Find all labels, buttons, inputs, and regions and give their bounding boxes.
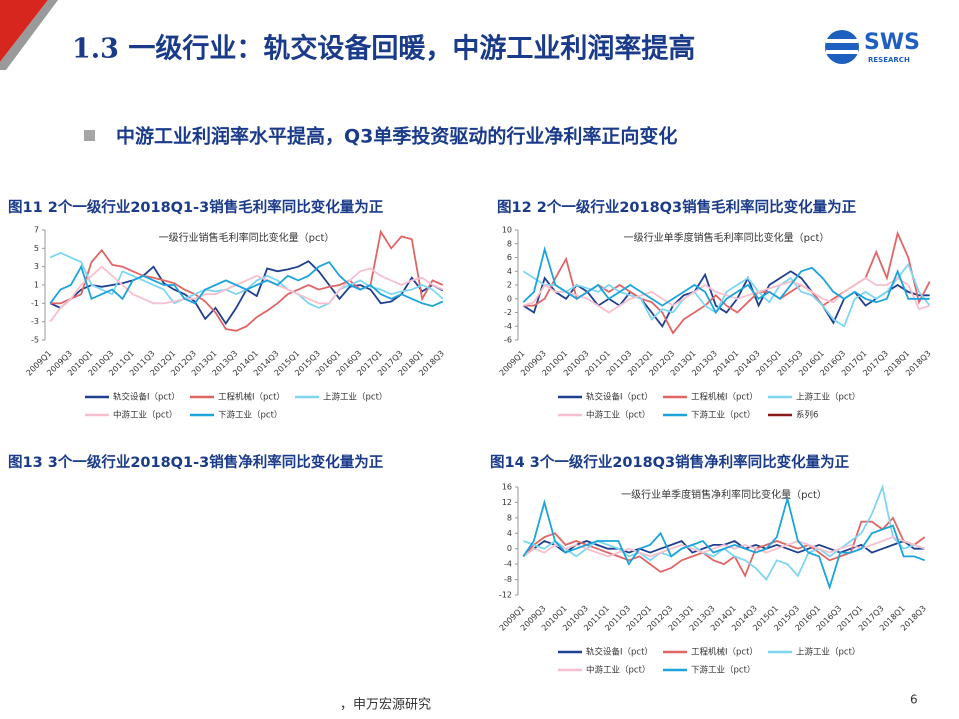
- y-tick-label: -3: [31, 317, 39, 326]
- chart-subtitle: 一级行业销售毛利率同比变化量（pct）: [159, 231, 335, 244]
- legend-label: 下游工业（pct）: [691, 665, 755, 676]
- series-line: [49, 265, 444, 323]
- y-tick-label: 1: [34, 281, 39, 290]
- source-note: ，申万宏源研究: [340, 698, 431, 713]
- logo-icon: [825, 30, 859, 64]
- y-tick-label: 10: [502, 226, 512, 235]
- figure-title: 图11 2个一级行业2018Q1-3销售毛利率同比变化量为正: [8, 198, 384, 216]
- y-tick-label: 8: [507, 239, 512, 248]
- y-tick-label: -1: [31, 299, 39, 308]
- series-line: [50, 229, 444, 332]
- figure-title: 图14 3个一级行业2018Q3销售净利率同比变化量为正: [490, 453, 850, 471]
- y-tick-label: -4: [504, 322, 512, 331]
- legend-label: 上游工业（pct）: [796, 392, 860, 403]
- legend-label: 中游工业（pct）: [586, 665, 650, 676]
- legend-label: 工程机械I（pct）: [691, 392, 758, 403]
- legend-label: 轨交设备I（pct）: [586, 392, 653, 403]
- y-tick-label: 16: [502, 483, 512, 492]
- y-tick-label: -6: [504, 336, 512, 345]
- y-tick-label: -8: [504, 575, 512, 584]
- y-tick-label: 0: [507, 294, 512, 303]
- series-line: [522, 245, 930, 315]
- bullet-text: 中游工业利润率水平提高，Q3单季投资驱动的行业净利率正向变化: [116, 125, 677, 148]
- legend-label: 下游工业（pct）: [218, 410, 282, 421]
- y-tick-label: -2: [504, 308, 512, 317]
- logo-icon: [826, 39, 858, 43]
- legend-label: 轨交设备I（pct）: [586, 647, 653, 658]
- y-tick-label: 4: [507, 267, 512, 276]
- chart-subtitle: 一级行业单季度销售毛利率同比变化量（pct）: [624, 231, 830, 244]
- logo-text: SWS: [864, 30, 920, 55]
- figure-title: 图12 2个一级行业2018Q3销售毛利率同比变化量为正: [497, 198, 857, 216]
- series-line: [522, 536, 926, 558]
- y-tick-label: 6: [507, 253, 512, 262]
- slide-title: 1.3 一级行业：轨交设备回暖，中游工业利润率提高: [72, 33, 695, 65]
- legend-label: 中游工业（pct）: [586, 410, 650, 421]
- y-tick-label: -4: [504, 560, 512, 569]
- series-line: [523, 277, 930, 314]
- y-tick-label: 0: [507, 544, 512, 553]
- legend-label: 上游工业（pct）: [323, 392, 387, 403]
- legend-label: 系列6: [796, 410, 818, 421]
- y-tick-label: 2: [507, 281, 512, 290]
- figure-title: 图13 3个一级行业2018Q1-3销售净利率同比变化量为正: [8, 453, 384, 471]
- series-line: [49, 260, 444, 308]
- series-line: [522, 270, 930, 328]
- series-line: [522, 495, 926, 591]
- y-tick-label: 7: [34, 226, 39, 235]
- legend-label: 轨交设备I（pct）: [113, 392, 180, 403]
- y-tick-label: 3: [34, 262, 39, 271]
- y-tick-label: -12: [499, 591, 512, 600]
- y-tick-label: 8: [507, 513, 512, 522]
- bullet-marker: [84, 130, 95, 141]
- corner-decoration: [0, 0, 58, 70]
- legend-label: 上游工业（pct）: [796, 647, 860, 658]
- series-line: [523, 230, 931, 335]
- legend-label: 工程机械I（pct）: [691, 647, 758, 658]
- legend-label: 工程机械I（pct）: [218, 392, 285, 403]
- logo-subtext: RESEARCH: [868, 56, 910, 64]
- y-tick-label: 4: [507, 529, 512, 538]
- chart-subtitle: 一级行业单季度销售净利率同比变化量（pct）: [621, 488, 827, 501]
- y-tick-label: 12: [502, 498, 512, 507]
- logo-icon: [826, 50, 858, 54]
- legend-label: 中游工业（pct）: [113, 410, 177, 421]
- y-tick-label: -5: [31, 336, 39, 345]
- legend-label: 下游工业（pct）: [691, 410, 755, 421]
- page-number: 6: [910, 693, 918, 707]
- y-tick-label: 5: [34, 244, 39, 253]
